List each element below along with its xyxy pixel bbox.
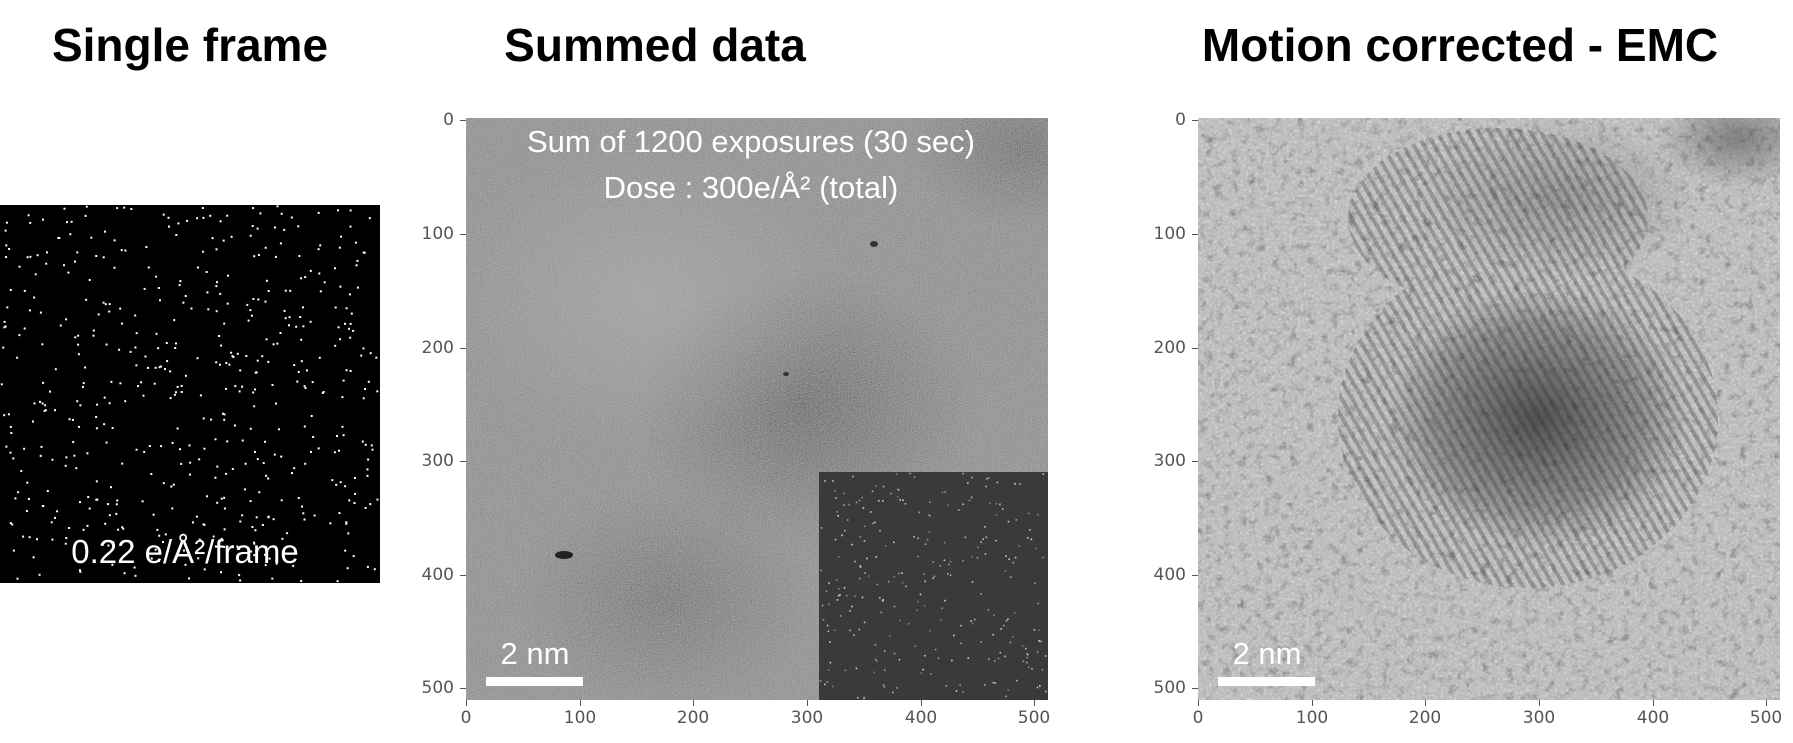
motion-y-tick-500: 500 xyxy=(1153,678,1186,698)
motion-x-tick-0: 0 xyxy=(1192,708,1204,728)
summed-y-tick-200: 200 xyxy=(421,338,454,358)
single-frame-image xyxy=(0,205,380,583)
motion-y-tick-300: 300 xyxy=(1153,451,1186,471)
panel-title-single-frame: Single frame xyxy=(51,19,329,71)
single-frame-dose-label: 0.22 e/Å²/frame xyxy=(71,533,299,570)
summed-y-tick-500: 500 xyxy=(421,678,454,698)
motion-y-tick-200: 200 xyxy=(1153,338,1186,358)
summed-scale-bar xyxy=(486,677,583,686)
motion-y-tick-0: 0 xyxy=(1175,110,1186,130)
summed-y-tick-0: 0 xyxy=(443,110,454,130)
motion-x-tick-400: 400 xyxy=(1636,708,1670,728)
motion-x-tick-100: 100 xyxy=(1295,708,1329,728)
panel-title-motion-corrected: Motion corrected - EMC xyxy=(1201,19,1719,71)
summed-caption-line2: Dose : 300e/Å² (total) xyxy=(603,170,899,205)
motion-y-tick-400: 400 xyxy=(1153,565,1186,585)
motion-corrected-image xyxy=(1198,118,1780,700)
motion-scale-bar xyxy=(1218,677,1315,686)
summed-x-tick-300: 300 xyxy=(790,708,824,728)
summed-x-tick-500: 500 xyxy=(1017,708,1051,728)
summed-data-image xyxy=(466,118,1048,700)
motion-x-tick-200: 200 xyxy=(1408,708,1442,728)
motion-y-tick-100: 100 xyxy=(1153,224,1186,244)
motion-x-tick-300: 300 xyxy=(1522,708,1556,728)
summed-x-tick-0: 0 xyxy=(460,708,472,728)
motion-scale-label: 2 nm xyxy=(1232,636,1302,671)
summed-caption-line1: Sum of 1200 exposures (30 sec) xyxy=(526,124,976,159)
summed-x-tick-100: 100 xyxy=(563,708,597,728)
summed-x-tick-400: 400 xyxy=(904,708,938,728)
motion-x-tick-500: 500 xyxy=(1749,708,1783,728)
summed-scale-label: 2 nm xyxy=(500,636,570,671)
summed-x-tick-200: 200 xyxy=(676,708,710,728)
summed-y-tick-300: 300 xyxy=(421,451,454,471)
panel-title-summed-data: Summed data xyxy=(504,19,806,71)
summed-y-tick-400: 400 xyxy=(421,565,454,585)
summed-y-tick-100: 100 xyxy=(421,224,454,244)
